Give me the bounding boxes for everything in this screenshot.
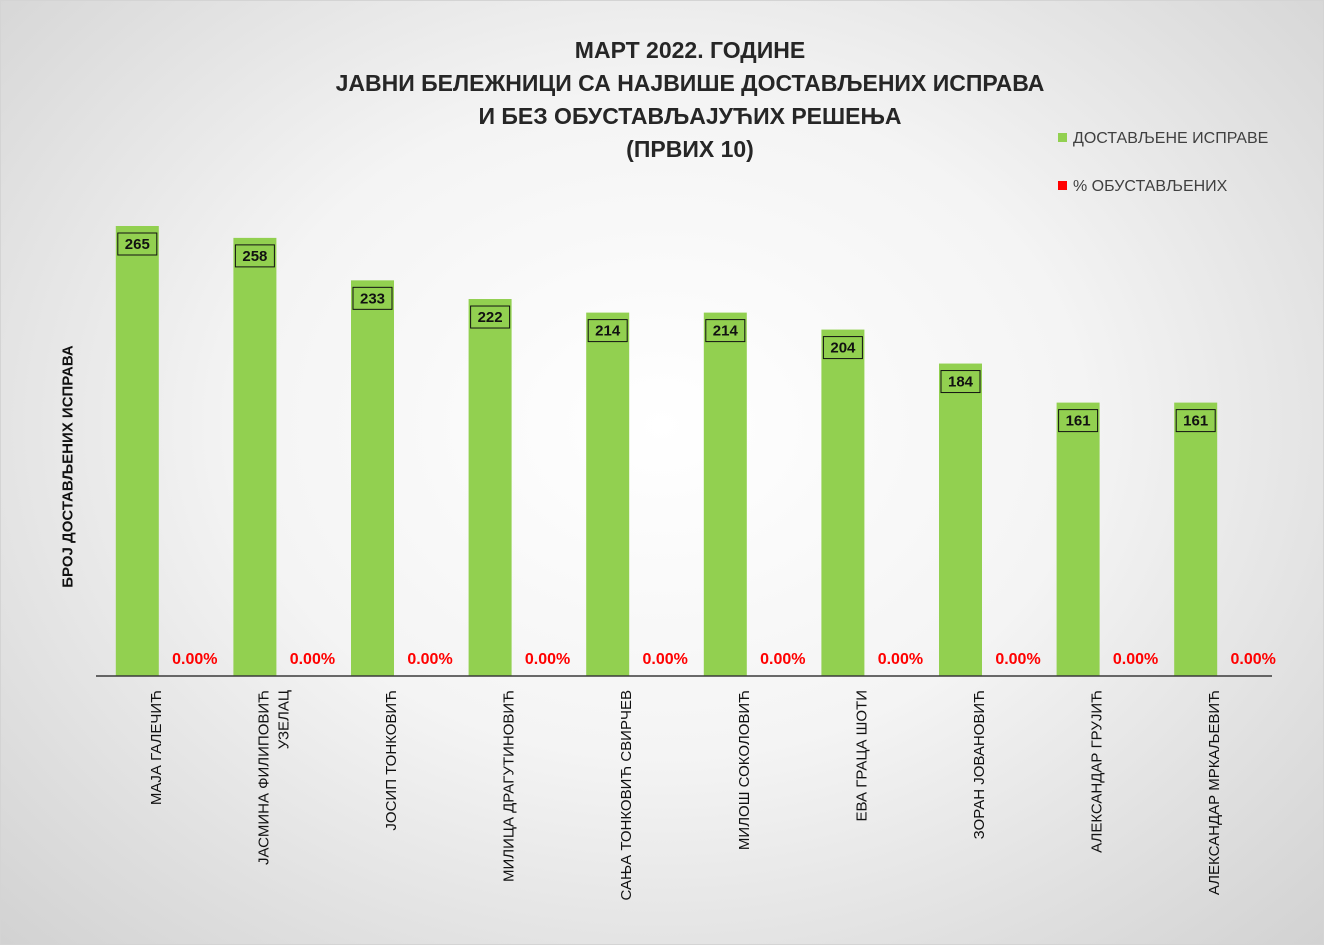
- data-label-submitted: 184: [948, 374, 974, 391]
- bar-submitted: [821, 329, 865, 676]
- data-label-suspended-percent: 0.00%: [995, 651, 1040, 668]
- x-tick-label: МАЈА ГАЛЕЧИЋ: [148, 690, 165, 805]
- data-label-submitted: 161: [1066, 413, 1091, 430]
- data-label-suspended-percent: 0.00%: [1113, 651, 1158, 668]
- data-label-submitted: 214: [713, 323, 739, 340]
- title-line-2: ЈАВНИ БЕЛЕЖНИЦИ СА НАЈВИШЕ ДОСТАВЉЕНИХ И…: [335, 70, 1045, 96]
- x-tick-label: ЈАСМИНА ФИЛИПОВИЋ: [255, 690, 272, 865]
- x-tick-label: САЊА ТОНКОВИЋ СВИРЧЕВ: [618, 690, 635, 900]
- title-line-3: И БЕЗ ОБУСТАВЉАЈУЋИХ РЕШЕЊА: [478, 103, 902, 129]
- data-label-submitted: 265: [125, 236, 150, 253]
- legend-item-suspended: % ОБУСТАВЉЕНИХ: [1058, 178, 1227, 196]
- x-tick-label: ЗОРАН ЈОВАНОВИЋ: [971, 690, 988, 839]
- bar-submitted: [468, 299, 512, 676]
- data-label-box: [587, 319, 628, 343]
- data-label-suspended-percent: 0.00%: [172, 651, 217, 668]
- data-label-box: [705, 319, 746, 343]
- bar-submitted: [939, 363, 982, 676]
- data-label-submitted: 214: [595, 323, 621, 340]
- bar-submitted: [586, 312, 630, 676]
- legend-swatch-suspended: [1058, 181, 1067, 191]
- data-label-box: [470, 305, 511, 329]
- x-tick-label: МИЛОШ СОКОЛОВИЋ: [736, 690, 753, 850]
- x-tick-label: УЗЕЛАЦ: [275, 690, 292, 749]
- data-label-suspended-percent: 0.00%: [407, 651, 452, 668]
- x-tick-label: АЛЕКСАНДАР ГРУЈИЋ: [1089, 690, 1106, 853]
- data-label-submitted: 204: [830, 340, 856, 357]
- data-label-suspended-percent: 0.00%: [643, 651, 688, 668]
- data-label-suspended-percent: 0.00%: [525, 651, 570, 668]
- data-label-suspended-percent: 0.00%: [760, 651, 805, 668]
- x-tick-label: ЕВА ГРАЦА ШОТИ: [853, 690, 870, 821]
- bar-submitted: [1174, 402, 1218, 676]
- data-label-box: [117, 232, 158, 256]
- title-line-4: (ПРВИХ 10): [626, 136, 754, 162]
- legend-swatch-submitted: [1058, 133, 1067, 143]
- data-label-box: [352, 286, 393, 310]
- x-tick-label: АЛЕКСАНДАР МРКАЉЕВИЋ: [1206, 690, 1223, 895]
- data-label-box: [940, 370, 981, 394]
- data-label-box: [234, 244, 275, 268]
- bar-submitted: [233, 237, 277, 677]
- data-label-suspended-percent: 0.00%: [1231, 651, 1276, 668]
- data-label-box: [822, 336, 863, 360]
- data-label-submitted: 233: [360, 290, 385, 307]
- bar-submitted: [351, 280, 394, 676]
- data-label-submitted: 161: [1183, 413, 1208, 430]
- chart-title: МАРТ 2022. ГОДИНЕ ЈАВНИ БЕЛЕЖНИЦИ СА НАЈ…: [260, 34, 1120, 166]
- legend-label-submitted: ДОСТАВЉЕНЕ ИСПРАВЕ: [1073, 130, 1269, 147]
- data-label-submitted: 258: [242, 248, 267, 265]
- x-tick-label: МИЛИЦА ДРАГУТИНОВИЋ: [501, 690, 518, 882]
- data-label-box: [1058, 409, 1099, 433]
- title-line-1: МАРТ 2022. ГОДИНЕ: [574, 37, 806, 63]
- legend-item-submitted: ДОСТАВЉЕНЕ ИСПРАВЕ: [1058, 130, 1268, 148]
- bar-submitted: [115, 226, 159, 676]
- x-tick-label: ЈОСИП ТОНКОВИЋ: [383, 690, 400, 831]
- legend-label-suspended: % ОБУСТАВЉЕНИХ: [1073, 178, 1228, 195]
- bar-submitted: [703, 312, 747, 676]
- data-label-suspended-percent: 0.00%: [878, 651, 923, 668]
- bar-submitted: [1056, 402, 1100, 676]
- data-label-box: [1175, 409, 1216, 433]
- data-label-suspended-percent: 0.00%: [290, 651, 335, 668]
- data-label-submitted: 222: [478, 309, 503, 326]
